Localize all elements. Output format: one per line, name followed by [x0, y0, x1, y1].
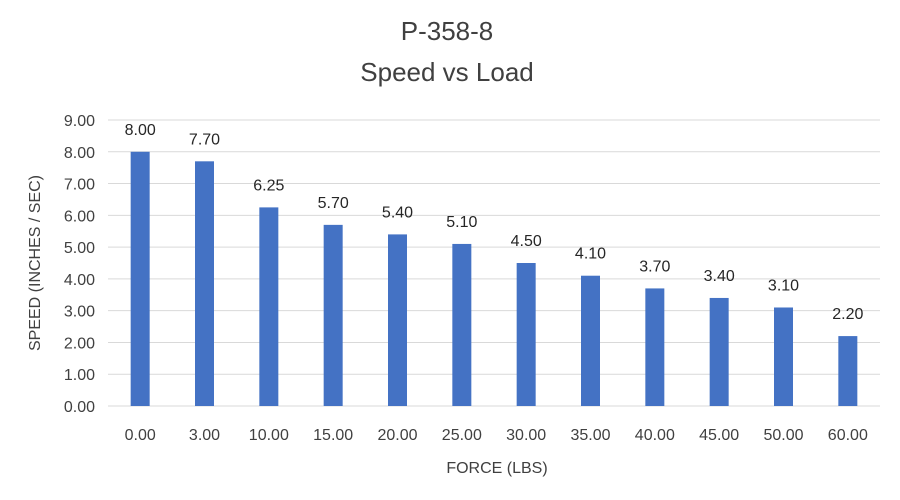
chart-subtitle: Speed vs Load: [360, 57, 533, 87]
y-tick-label: 2.00: [64, 335, 95, 352]
data-label: 8.00: [125, 122, 156, 139]
x-tick-label: 50.00: [763, 427, 803, 444]
y-tick-label: 1.00: [64, 367, 95, 384]
x-tick-label: 45.00: [699, 427, 739, 444]
bar: [130, 151, 150, 406]
data-label: 3.40: [704, 268, 735, 285]
bars: [130, 151, 858, 406]
data-label: 4.10: [575, 246, 606, 263]
data-labels: 8.00 7.70 6.25 5.70 5.40 5.10 4.50 4.10 3.70 3.40…: [125, 122, 864, 323]
gridlines: [108, 119, 880, 407]
x-tick-label: 25.00: [442, 427, 482, 444]
y-tick-label: 0.00: [64, 399, 95, 416]
y-tick-label: 8.00: [64, 145, 95, 162]
chart-title: P-358-8: [401, 16, 494, 46]
data-label: 3.70: [639, 258, 670, 275]
data-label: 3.10: [768, 277, 799, 294]
y-axis-ticks: 0.00 1.00 2.00 3.00 4.00 5.00 6.00 7.00 8.00 9.00: [64, 113, 95, 416]
y-tick-label: 4.00: [64, 272, 95, 289]
y-axis-label: SPEED (INCHES / SEC): [27, 175, 44, 351]
data-label: 4.50: [511, 233, 542, 250]
x-tick-label: 60.00: [828, 427, 868, 444]
bar: [581, 275, 600, 406]
bar: [259, 207, 279, 406]
x-tick-label: 30.00: [506, 427, 546, 444]
x-tick-label: 10.00: [249, 427, 289, 444]
data-label: 5.10: [446, 214, 477, 231]
y-tick-label: 9.00: [64, 113, 95, 130]
x-tick-label: 35.00: [570, 427, 610, 444]
y-tick-label: 3.00: [64, 304, 95, 321]
x-axis-label: FORCE (LBS): [446, 460, 547, 477]
x-axis-ticks: 0.00 3.00 10.00 15.00 20.00 25.00 30.00 35.00 40…: [125, 427, 868, 444]
data-label: 5.40: [382, 204, 413, 221]
x-tick-label: 15.00: [313, 427, 353, 444]
bar: [323, 224, 343, 406]
y-tick-label: 5.00: [64, 240, 95, 257]
bar: [516, 263, 536, 406]
x-tick-label: 40.00: [635, 427, 675, 444]
bar: [774, 307, 793, 406]
data-label: 2.20: [832, 306, 863, 323]
bar: [388, 234, 407, 406]
data-label: 7.70: [189, 131, 220, 148]
bar: [838, 336, 858, 406]
x-tick-label: 20.00: [377, 427, 417, 444]
data-label: 5.70: [318, 195, 349, 212]
y-tick-label: 7.00: [64, 177, 95, 194]
bar: [452, 243, 472, 406]
x-tick-label: 3.00: [189, 427, 220, 444]
bar: [645, 288, 665, 406]
bar: [709, 297, 729, 406]
data-label: 6.25: [253, 177, 284, 194]
x-tick-label: 0.00: [125, 427, 156, 444]
bar: [195, 161, 214, 406]
y-tick-label: 6.00: [64, 208, 95, 225]
